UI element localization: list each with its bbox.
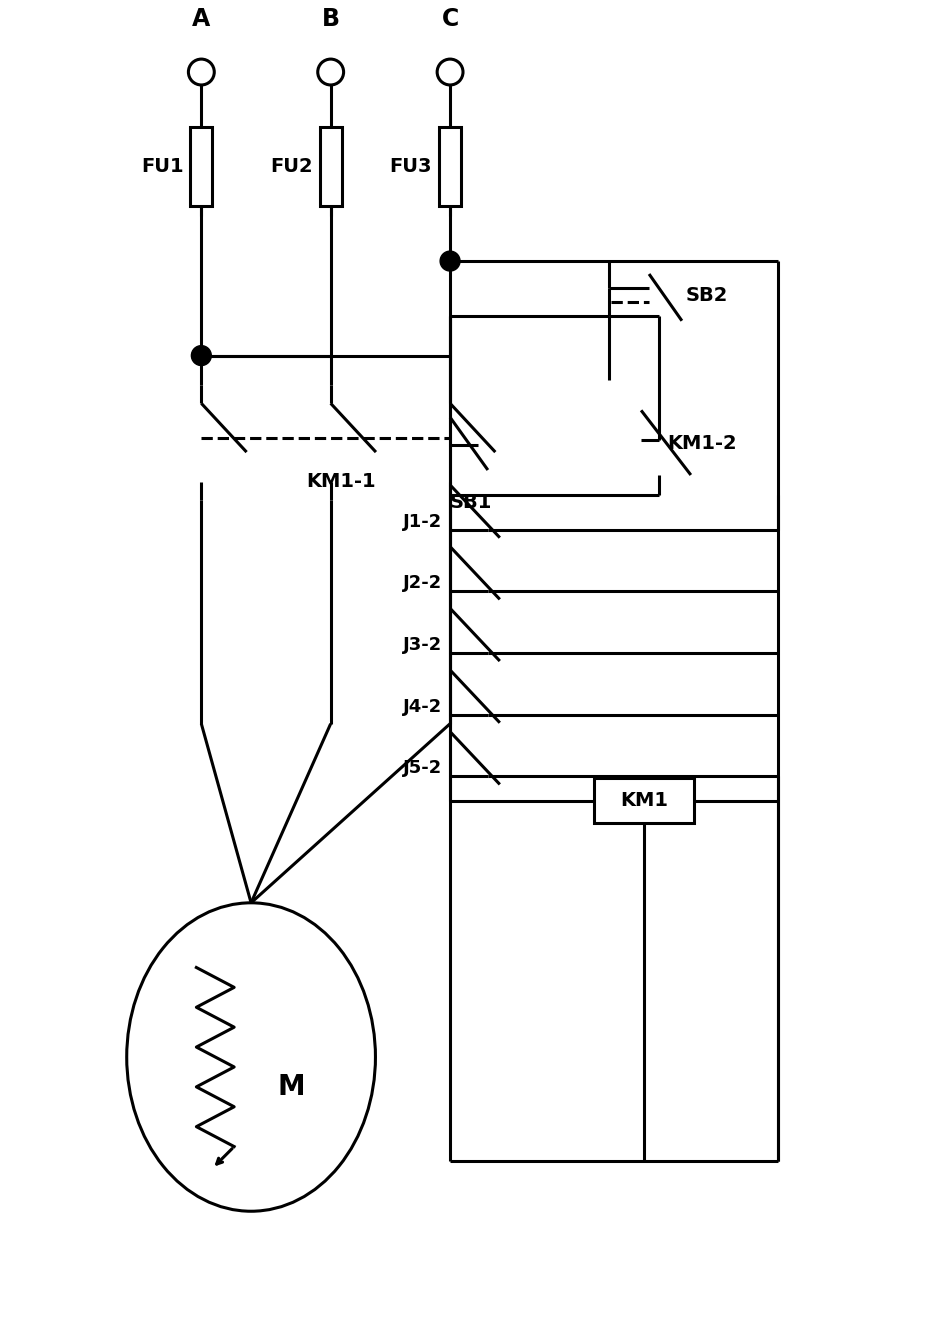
Text: B: B	[321, 7, 340, 31]
Bar	[439, 127, 460, 206]
Text: A: A	[192, 7, 211, 31]
Text: FU1: FU1	[141, 156, 183, 176]
Text: FU2: FU2	[270, 156, 313, 176]
Text: J1-2: J1-2	[403, 513, 442, 531]
Bar	[190, 127, 213, 206]
Ellipse shape	[126, 902, 375, 1211]
Text: J2-2: J2-2	[403, 575, 442, 592]
Text: FU3: FU3	[389, 156, 432, 176]
Text: J4-2: J4-2	[403, 698, 442, 715]
Circle shape	[191, 346, 211, 365]
Text: KM1-1: KM1-1	[305, 472, 375, 492]
Text: SB2: SB2	[685, 286, 728, 305]
Bar	[594, 778, 693, 824]
Text: M: M	[277, 1072, 304, 1100]
Text: SB1: SB1	[449, 493, 492, 512]
Text: J3-2: J3-2	[403, 636, 442, 654]
Bar	[319, 127, 342, 206]
Text: KM1: KM1	[619, 792, 667, 810]
Circle shape	[440, 251, 459, 271]
Text: KM1-2: KM1-2	[666, 433, 736, 453]
Text: C: C	[441, 7, 458, 31]
Text: J5-2: J5-2	[403, 759, 442, 778]
